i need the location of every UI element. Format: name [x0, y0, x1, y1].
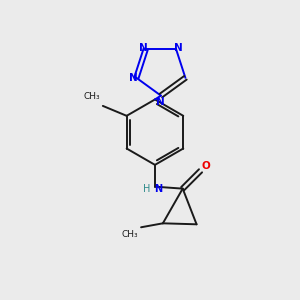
Text: N: N	[155, 97, 164, 106]
Text: CH₃: CH₃	[122, 230, 138, 239]
Text: N: N	[174, 43, 182, 53]
Text: N: N	[154, 184, 162, 194]
Text: N: N	[140, 43, 148, 53]
Text: O: O	[201, 161, 210, 171]
Text: N: N	[129, 73, 138, 83]
Text: H: H	[142, 184, 150, 194]
Text: CH₃: CH₃	[83, 92, 100, 101]
